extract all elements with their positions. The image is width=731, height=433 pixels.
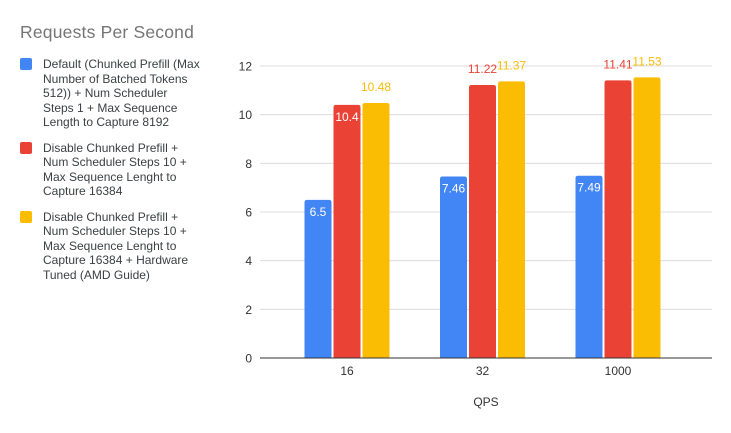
bar	[304, 199, 332, 358]
bar-value-label: 11.41	[603, 57, 632, 71]
legend-swatch-icon	[20, 141, 32, 154]
bar	[440, 176, 467, 358]
y-tick-label: 4	[245, 254, 252, 268]
chart-title: Requests Per Second	[20, 22, 195, 42]
y-tick-label: 0	[245, 352, 252, 366]
bar	[604, 80, 632, 359]
legend-item: Disable Chunked Prefill + Num Scheduler …	[20, 141, 220, 199]
bar	[333, 104, 361, 358]
bar	[575, 175, 603, 358]
legend-swatch-icon	[20, 58, 32, 70]
legend: Default (Chunked Prefill (Max Number of …	[20, 57, 220, 293]
x-axis-title: QPS	[473, 395, 498, 409]
legend-item-label: Default (Chunked Prefill (Max Number of …	[43, 57, 200, 129]
legend-item: Default (Chunked Prefill (Max Number of …	[20, 57, 220, 130]
bar-chart: 0 2 4 6 8 10 12 6.5 7.46 7.49 10.4 11.22 11.41 10.48 1…	[239, 54, 712, 409]
bar-value-label: 7.46	[442, 181, 466, 195]
bar	[498, 81, 525, 358]
bar-value-label: 6.5	[310, 205, 327, 219]
legend-item-label: Disable Chunked Prefill + Num Scheduler …	[43, 140, 187, 199]
y-tick-label: 2	[245, 303, 252, 317]
y-tick-label: 10	[239, 108, 253, 122]
bar	[633, 77, 661, 358]
bar-value-label: 7.49	[577, 181, 601, 195]
bar-value-label: 11.22	[468, 62, 497, 76]
x-category-label: 32	[476, 364, 490, 378]
bar-value-label: 10.4	[335, 110, 359, 124]
legend-item-label: Disable Chunked Prefill + Num Scheduler …	[43, 209, 189, 282]
y-tick-label: 8	[245, 157, 252, 171]
y-tick-label: 6	[245, 206, 252, 220]
bar-value-label: 11.53	[632, 54, 661, 68]
bar	[362, 102, 390, 358]
legend-item: Disable Chunked Prefill + Num Scheduler …	[20, 210, 220, 283]
bar-value-label: 10.48	[361, 80, 391, 94]
bar-value-label: 11.37	[497, 58, 526, 72]
x-category-label: 1000	[605, 364, 632, 378]
y-tick-label: 12	[239, 60, 253, 74]
bar	[469, 84, 496, 359]
x-category-label: 16	[340, 364, 354, 378]
legend-swatch-icon	[20, 210, 32, 223]
